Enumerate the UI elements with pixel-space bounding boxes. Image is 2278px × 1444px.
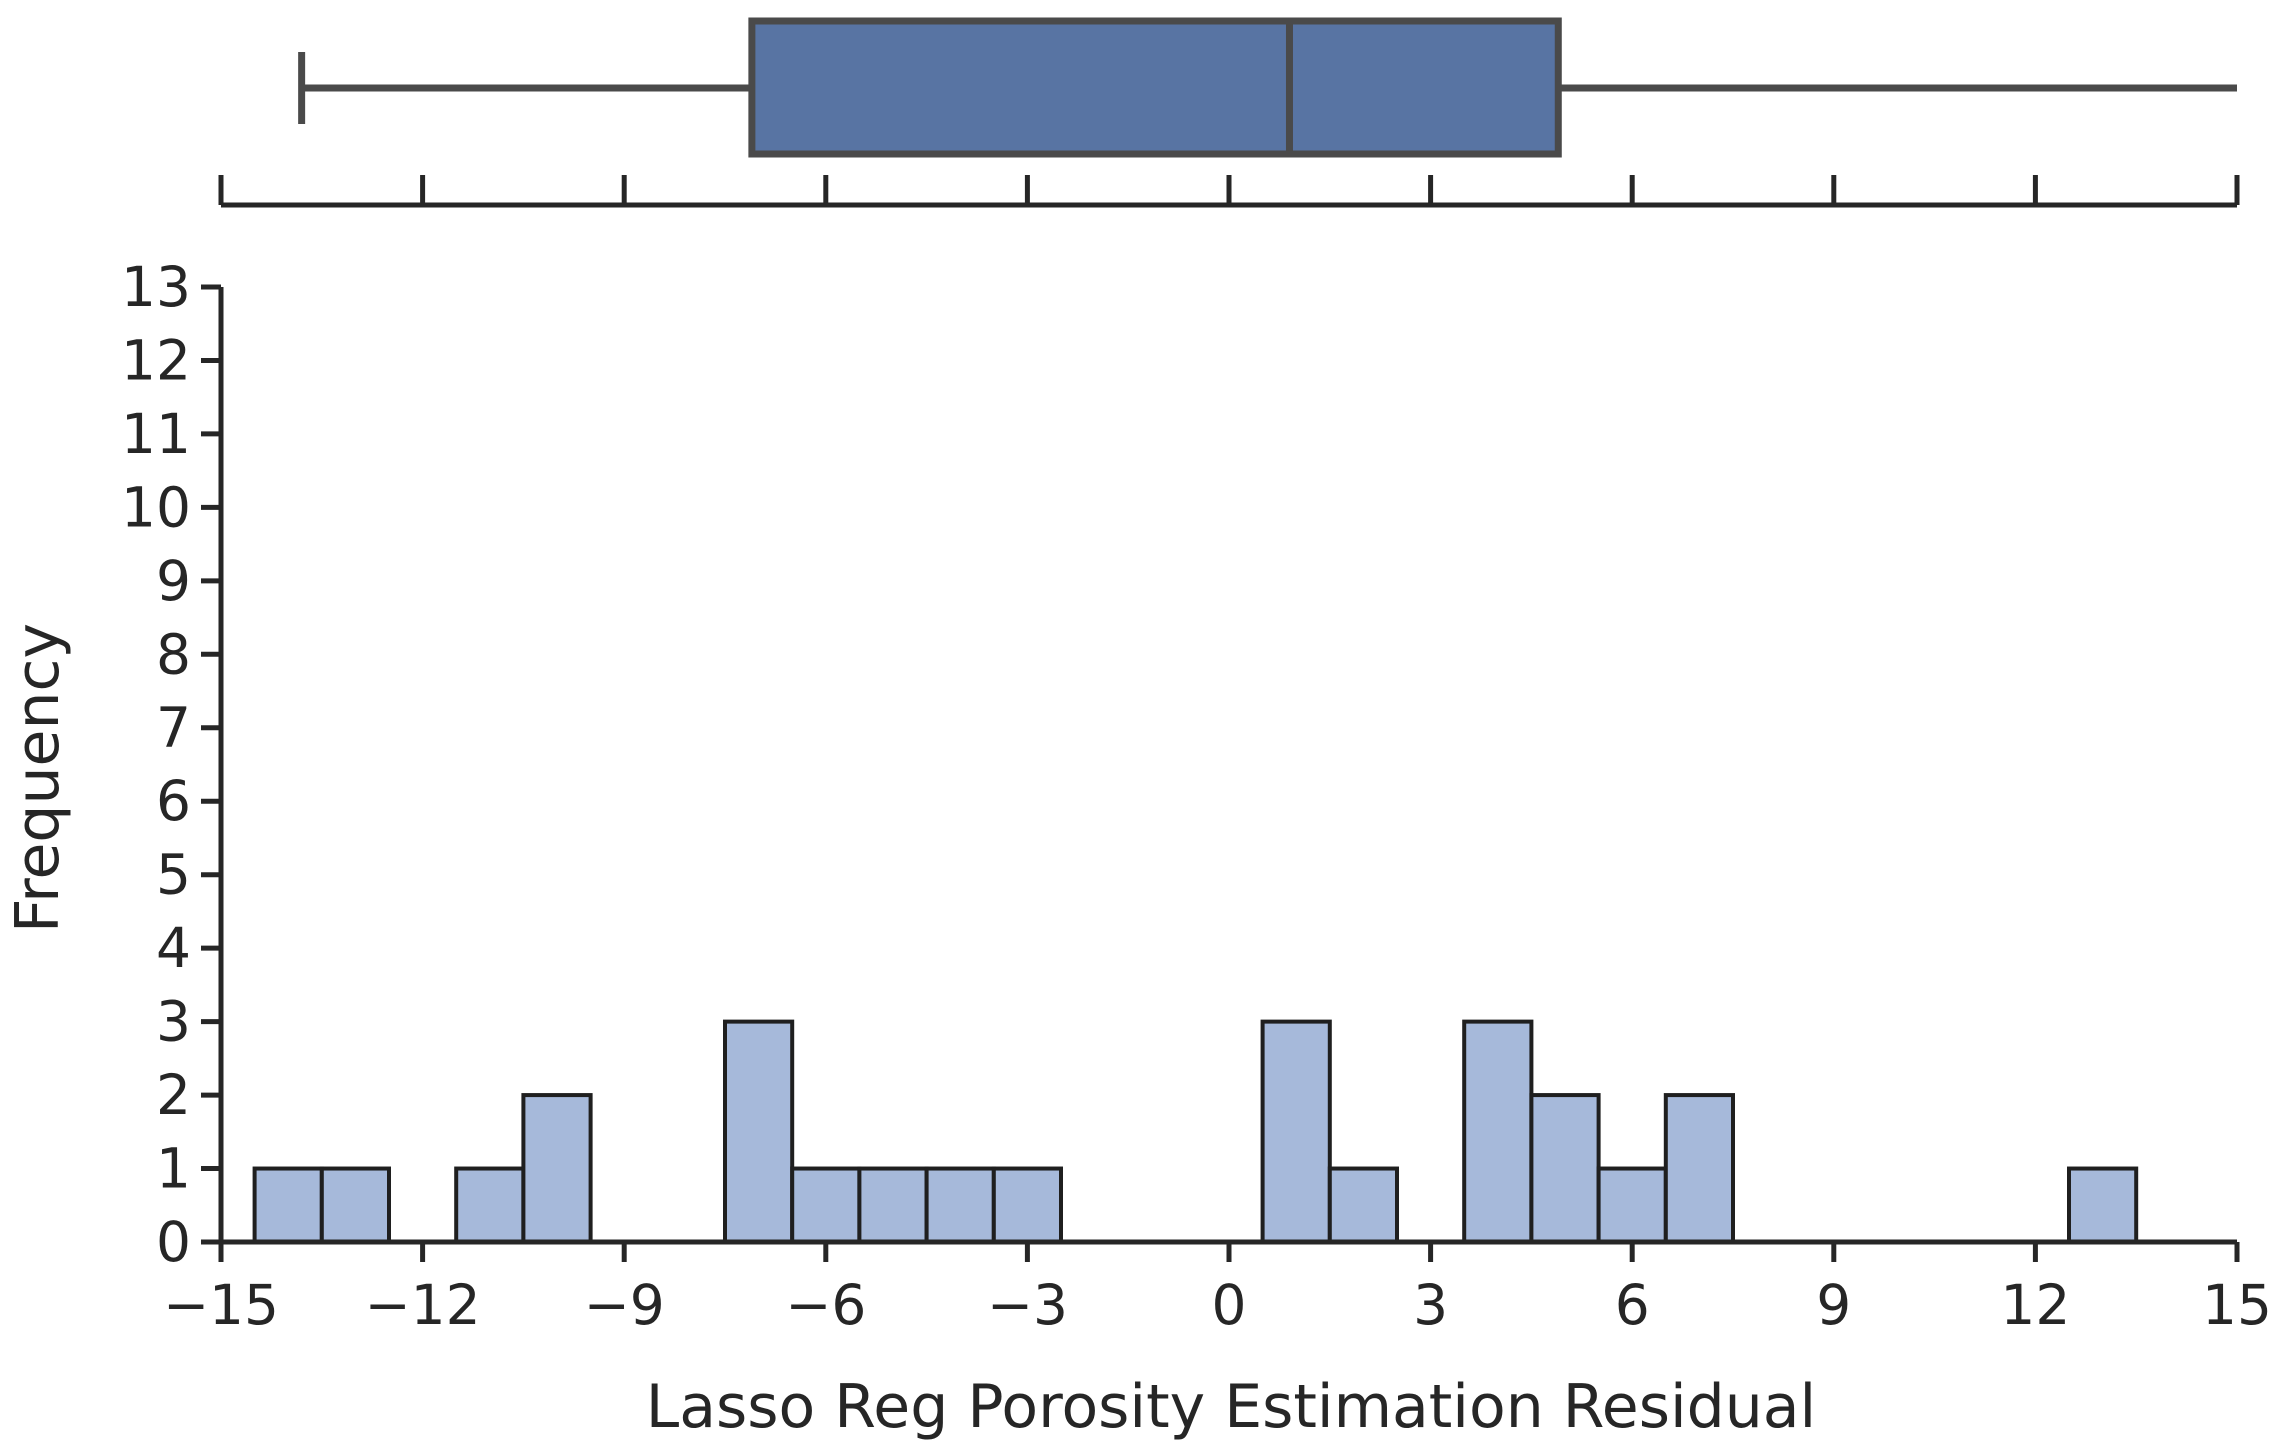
y-tick-label: 0 <box>156 1210 191 1274</box>
histogram-bar <box>723 1019 795 1244</box>
histogram-bar <box>857 1166 929 1244</box>
histogram-bar <box>1529 1093 1601 1244</box>
x-tick-label: 15 <box>2202 1273 2272 1337</box>
y-axis-title: Frequency <box>3 623 73 933</box>
histogram-bar <box>991 1166 1063 1244</box>
y-tick-label: 13 <box>121 255 191 319</box>
y-tick-label: 11 <box>121 402 191 466</box>
histogram-bar <box>790 1166 862 1244</box>
y-tick-label: 7 <box>156 696 191 760</box>
x-axis-title: Lasso Reg Porosity Estimation Residual <box>646 1372 1816 1442</box>
histogram-bar <box>2067 1166 2139 1244</box>
histogram-bar <box>252 1166 324 1244</box>
histogram-bar <box>924 1166 996 1244</box>
y-tick-label: 3 <box>156 990 191 1054</box>
x-tick-label: −12 <box>365 1273 481 1337</box>
x-tick-label: −6 <box>785 1273 866 1337</box>
y-tick-label: 10 <box>121 475 191 539</box>
x-tick-label: 12 <box>2000 1273 2070 1337</box>
x-tick-label: 0 <box>1212 1273 1247 1337</box>
x-tick-label: 3 <box>1413 1273 1448 1337</box>
y-tick-label: 8 <box>156 622 191 686</box>
histogram-bar <box>319 1166 391 1244</box>
boxplot-box <box>748 17 1562 158</box>
histogram-bar <box>1462 1019 1534 1244</box>
x-tick-label: −9 <box>584 1273 665 1337</box>
x-axis: −15 −12 −9 −6 −3 0 3 6 9 12 15 <box>163 1239 2272 1337</box>
y-tick-label: 12 <box>121 328 191 392</box>
y-tick-label: 5 <box>156 843 191 907</box>
histogram-bar <box>454 1166 526 1244</box>
y-tick-label: 9 <box>156 549 191 613</box>
y-tick-label: 1 <box>156 1137 191 1201</box>
boxplot-panel <box>298 17 2237 158</box>
x-tick-label: −3 <box>987 1273 1068 1337</box>
y-tick-label: 6 <box>156 769 191 833</box>
histogram-bar <box>1260 1019 1332 1244</box>
histogram-bar <box>1327 1166 1400 1244</box>
boxplot-x-axis <box>218 175 2240 208</box>
y-tick-label: 4 <box>156 916 191 980</box>
x-tick-label: 6 <box>1615 1273 1650 1337</box>
x-tick-label: 9 <box>1816 1273 1851 1337</box>
histogram-bar <box>1596 1166 1668 1244</box>
x-tick-label: −15 <box>163 1273 279 1337</box>
histogram-bars <box>252 1019 2139 1244</box>
histogram-bar <box>1663 1093 1736 1244</box>
histogram-bar <box>521 1093 593 1244</box>
y-tick-label: 2 <box>156 1063 191 1127</box>
